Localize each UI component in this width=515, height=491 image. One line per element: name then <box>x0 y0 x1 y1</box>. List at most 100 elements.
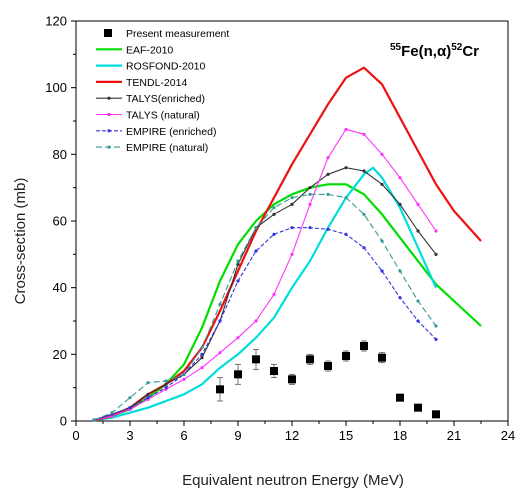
series-point-empire-enriched <box>398 296 402 300</box>
series-line-empire-natural <box>93 193 437 421</box>
series-point-talys-natural <box>182 377 186 381</box>
x-axis-title: Equivalent neutron Energy (MeV) <box>182 472 404 489</box>
series-point-empire-natural <box>200 346 204 350</box>
series-point-empire-natural <box>416 299 420 303</box>
measurement-layer <box>216 340 440 419</box>
measurement-point <box>396 393 404 402</box>
legend-label-talys-enriched: TALYS(enriched) <box>126 93 205 105</box>
legend-label-empire-natural: EMPIRE (natural) <box>126 142 208 154</box>
series-point-empire-natural <box>344 196 348 200</box>
series-point-empire-natural <box>326 192 330 196</box>
measurement-point <box>252 355 260 364</box>
y-tick-label: 80 <box>53 147 67 162</box>
series-point-talys-natural <box>200 366 204 370</box>
series-point-talys-enriched <box>398 202 402 206</box>
measurement-point <box>432 410 440 419</box>
series-point-empire-natural <box>434 324 438 328</box>
series-line-eaf-2010 <box>93 183 482 422</box>
legend-marker-empire-natural <box>107 145 111 149</box>
series-point-talys-enriched <box>416 229 420 233</box>
series-point-talys-natural <box>236 336 240 340</box>
series-point-talys-enriched <box>146 392 150 396</box>
series-point-empire-enriched <box>290 226 294 230</box>
series-point-talys-enriched <box>272 212 276 216</box>
series-point-empire-enriched <box>416 319 420 323</box>
x-tick-label: 18 <box>393 428 407 443</box>
series-point-talys-natural <box>254 319 258 323</box>
series-line-talys-enriched <box>93 167 437 421</box>
series-point-empire-natural <box>398 269 402 273</box>
series-point-empire-natural <box>182 372 186 376</box>
series-layer <box>92 66 482 422</box>
annotation-text: Cr <box>462 43 479 60</box>
series-point-talys-enriched <box>362 169 366 173</box>
series-point-talys-enriched <box>344 166 348 170</box>
x-tick-label: 21 <box>447 428 461 443</box>
series-point-talys-natural <box>362 132 366 136</box>
series-line-empire-enriched <box>93 227 437 421</box>
x-tick-label: 3 <box>126 428 133 443</box>
series-point-empire-enriched <box>254 249 258 253</box>
measurement-point <box>234 370 242 379</box>
y-tick-label: 0 <box>60 414 67 429</box>
series-point-talys-natural <box>218 351 222 355</box>
annotation-superscript: 52 <box>451 42 463 53</box>
series-point-empire-natural <box>146 381 150 385</box>
y-tick-label: 120 <box>45 14 67 29</box>
measurement-point <box>378 353 386 362</box>
series-point-talys-enriched <box>164 382 168 386</box>
series-line-rosfond-2010 <box>93 166 438 422</box>
series-point-empire-enriched <box>272 232 276 236</box>
series-point-empire-enriched <box>164 386 168 390</box>
series-point-empire-natural <box>110 411 114 415</box>
legend-label-measurement: Present measurement <box>126 28 229 40</box>
series-point-talys-natural <box>398 176 402 180</box>
annotation-superscript: 55 <box>390 42 402 53</box>
series-point-talys-enriched <box>290 202 294 206</box>
series-point-empire-natural <box>254 226 258 230</box>
series-point-empire-enriched <box>344 232 348 236</box>
y-tick-label: 40 <box>53 280 67 295</box>
series-point-empire-enriched <box>146 396 150 400</box>
series-point-empire-natural <box>128 396 132 400</box>
series-point-empire-enriched <box>326 227 330 231</box>
x-tick-label: 0 <box>72 428 79 443</box>
series-point-talys-natural <box>272 292 276 296</box>
series-point-empire-enriched <box>218 319 222 323</box>
series-point-talys-natural <box>416 202 420 206</box>
series-point-empire-enriched <box>362 246 366 250</box>
series-point-empire-enriched <box>236 279 240 283</box>
series-point-empire-enriched <box>380 269 384 273</box>
annotation-text: α <box>437 43 447 60</box>
legend-swatch-measurement <box>104 29 112 37</box>
x-tick-label: 9 <box>234 428 241 443</box>
legend-marker-talys-enriched <box>107 96 111 100</box>
series-point-talys-natural <box>326 156 330 160</box>
series-point-empire-natural <box>362 212 366 216</box>
series-point-talys-enriched <box>434 252 438 256</box>
legend-label-tendl-2014: TENDL-2014 <box>126 77 187 89</box>
series-point-empire-natural <box>164 379 168 383</box>
legend-label-empire-enriched: EMPIRE (enriched) <box>126 126 216 138</box>
measurement-point <box>270 367 278 375</box>
measurement-point <box>414 403 422 412</box>
series-point-empire-enriched <box>308 226 312 230</box>
annotation-text: ) <box>446 43 451 60</box>
measurement-point <box>306 355 314 364</box>
series-line-talys-natural <box>93 128 437 421</box>
series-point-empire-enriched <box>200 352 204 356</box>
series-point-talys-enriched <box>326 172 330 176</box>
legend-marker-talys-natural <box>107 112 111 117</box>
series-point-empire-natural <box>272 206 276 210</box>
series-point-talys-enriched <box>308 186 312 190</box>
series-point-talys-natural <box>308 202 312 206</box>
x-tick-label: 15 <box>339 428 353 443</box>
series-point-empire-natural <box>380 239 384 243</box>
measurement-point <box>288 375 296 384</box>
measurement-point <box>342 352 350 360</box>
legend-label-rosfond-2010: ROSFOND-2010 <box>126 61 206 73</box>
legend: Present measurement EAF-2010 ROSFOND-2010 T… <box>96 28 229 154</box>
series-point-empire-natural <box>236 259 240 263</box>
series-point-empire-natural <box>308 192 312 196</box>
series-point-talys-natural <box>290 252 294 256</box>
